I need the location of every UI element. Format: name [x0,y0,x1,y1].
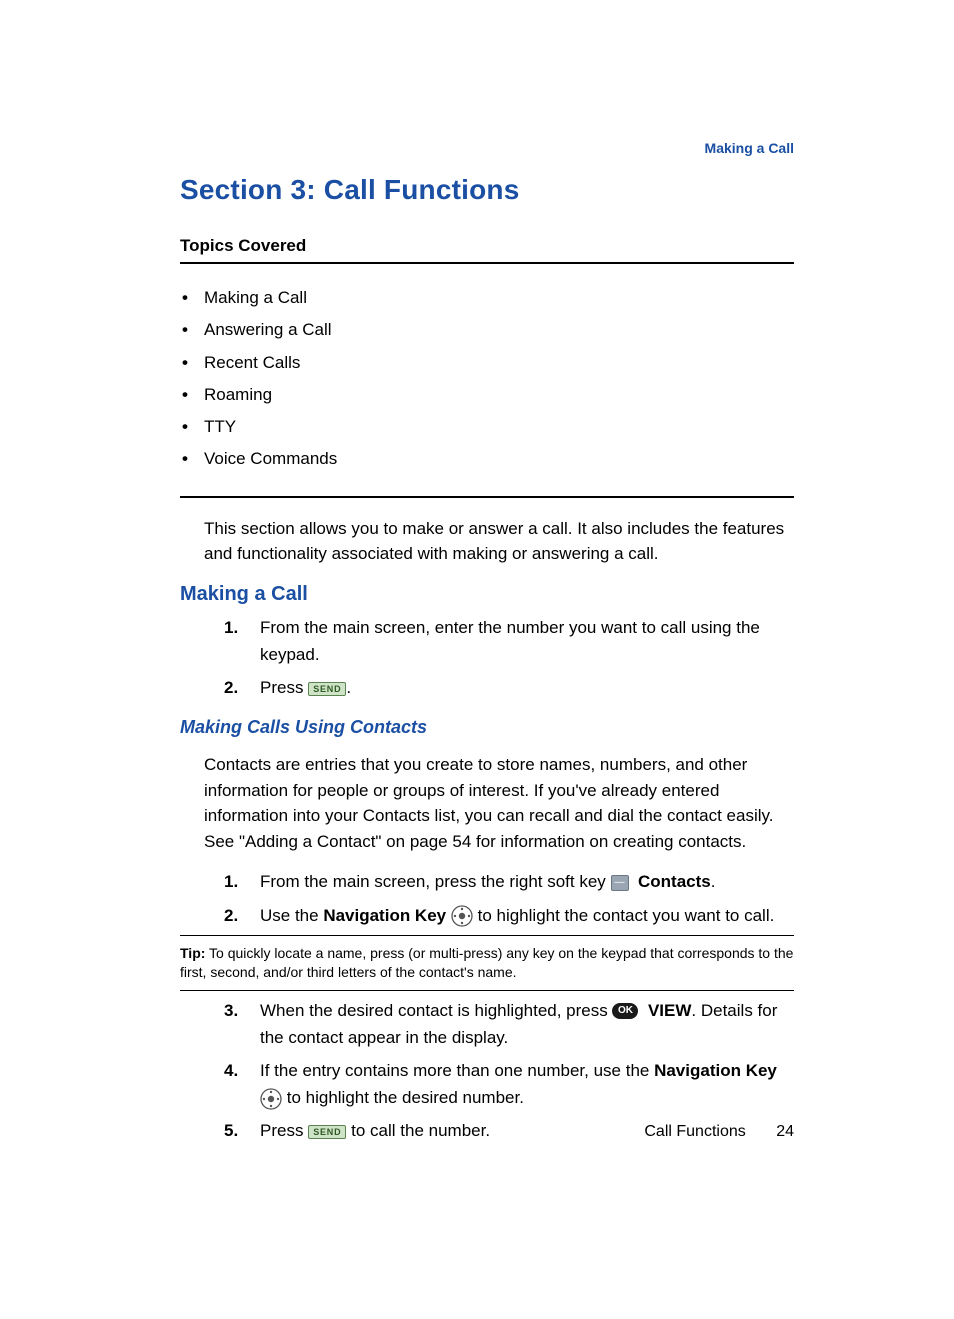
divider [180,935,794,936]
step-text: to highlight the contact you want to cal… [478,906,775,925]
send-key-icon: SEND [308,1125,346,1139]
intro-paragraph: This section allows you to make or answe… [204,516,794,567]
step-text: . [346,678,351,697]
divider [180,990,794,991]
tip-label: Tip: [180,945,205,961]
step-item: Use the Navigation Key to highlight the … [224,902,794,929]
list-item: Answering a Call [204,314,794,346]
navigation-key-icon [451,905,473,927]
step-text: to highlight the desired number. [287,1088,524,1107]
step-item: When the desired contact is highlighted,… [224,997,794,1051]
step-text: to call the number. [351,1121,490,1140]
running-head: Making a Call [705,140,794,156]
view-label: VIEW [648,1001,691,1020]
contacts-paragraph: Contacts are entries that you create to … [204,752,794,854]
tip-text: To quickly locate a name, press (or mult… [180,945,793,980]
step-item: If the entry contains more than one numb… [224,1057,794,1111]
heading-making-calls-using-contacts: Making Calls Using Contacts [180,717,794,738]
list-item: Making a Call [204,282,794,314]
step-item: Press SEND. [224,674,794,701]
topics-covered-label: Topics Covered [180,236,794,256]
step-item: From the main screen, enter the number y… [224,614,794,668]
list-item: Voice Commands [204,443,794,475]
step-text: Press [260,678,308,697]
step-text: From the main screen, press the right so… [260,872,611,891]
divider [180,262,794,264]
navigation-key-label: Navigation Key [654,1061,777,1080]
navigation-key-icon [260,1088,282,1110]
tip-block: Tip: To quickly locate a name, press (or… [180,942,794,984]
step-text: Press [260,1121,308,1140]
ok-key-icon: OK [612,1003,638,1019]
step-text: When the desired contact is highlighted,… [260,1001,612,1020]
steps-contacts-part1: From the main screen, press the right so… [224,868,794,928]
list-item: Recent Calls [204,347,794,379]
topics-list: Making a Call Answering a Call Recent Ca… [180,282,794,476]
step-text: Use the [260,906,323,925]
page-number: 24 [776,1123,794,1140]
step-item: From the main screen, press the right so… [224,868,794,895]
steps-making-a-call: From the main screen, enter the number y… [224,614,794,702]
soft-key-icon [611,875,629,891]
contacts-label: Contacts [638,872,711,891]
footer-chapter: Call Functions [644,1123,745,1140]
list-item: Roaming [204,379,794,411]
page-footer: Call Functions 24 [644,1123,794,1141]
section-title: Section 3: Call Functions [180,174,794,206]
send-key-icon: SEND [308,682,346,696]
step-text: . [711,872,716,891]
divider [180,496,794,498]
list-item: TTY [204,411,794,443]
navigation-key-label: Navigation Key [323,906,446,925]
page: Making a Call Section 3: Call Functions … [0,0,954,1319]
step-text: If the entry contains more than one numb… [260,1061,654,1080]
heading-making-a-call: Making a Call [180,583,794,606]
